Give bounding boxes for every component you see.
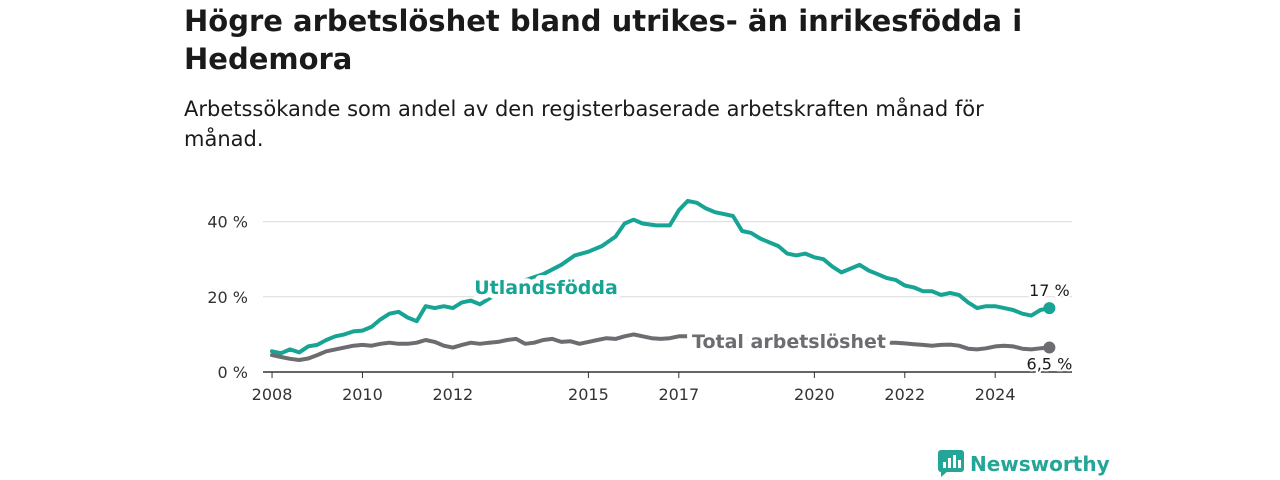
newsworthy-logo: Newsworthy: [938, 450, 1110, 478]
x-tick-label: 2022: [884, 385, 925, 404]
series-end-point: [1043, 341, 1056, 354]
series-end-label: 17 %: [1029, 281, 1070, 300]
y-tick-label: 20 %: [207, 288, 248, 307]
label-layer: 17 % 6,5 % Utlandsfödda Total arbetslöshet: [469, 272, 1074, 376]
series-name-label: Utlandsfödda: [474, 277, 618, 299]
series-name-label: Total arbetslöshet: [692, 331, 886, 353]
series-layer: [270, 198, 1056, 362]
x-tick-label: 2017: [658, 385, 699, 404]
x-tick-label: 2012: [432, 385, 473, 404]
x-tick-label: 2010: [342, 385, 383, 404]
line-chart: 0 % 20 % 40 % 2008 2010 2012 2015 2017 2020 2022 2…: [207, 198, 1074, 404]
series-line-total: [270, 332, 1052, 362]
chart-subtitle: Arbetssökande som andel av den registerb…: [184, 97, 984, 151]
y-tick-label: 0 %: [218, 363, 248, 382]
grid-layer: 0 % 20 % 40 % 2008 2010 2012 2015 2017 2020 2022 2…: [207, 213, 1072, 404]
newsworthy-logo-icon: [938, 450, 964, 477]
x-tick-label: 2024: [975, 385, 1016, 404]
brand-name: Newsworthy: [970, 452, 1110, 476]
y-tick-label: 40 %: [207, 213, 248, 232]
x-tick-label: 2020: [794, 385, 835, 404]
series-end-label: 6,5 %: [1027, 355, 1073, 374]
series-line-utlandsfodda: [270, 198, 1052, 356]
x-tick-label: 2015: [568, 385, 609, 404]
chart-title: Högre arbetslöshet bland utrikes- än inr…: [184, 4, 1023, 76]
series-end-point: [1043, 302, 1056, 315]
x-tick-label: 2008: [252, 385, 293, 404]
